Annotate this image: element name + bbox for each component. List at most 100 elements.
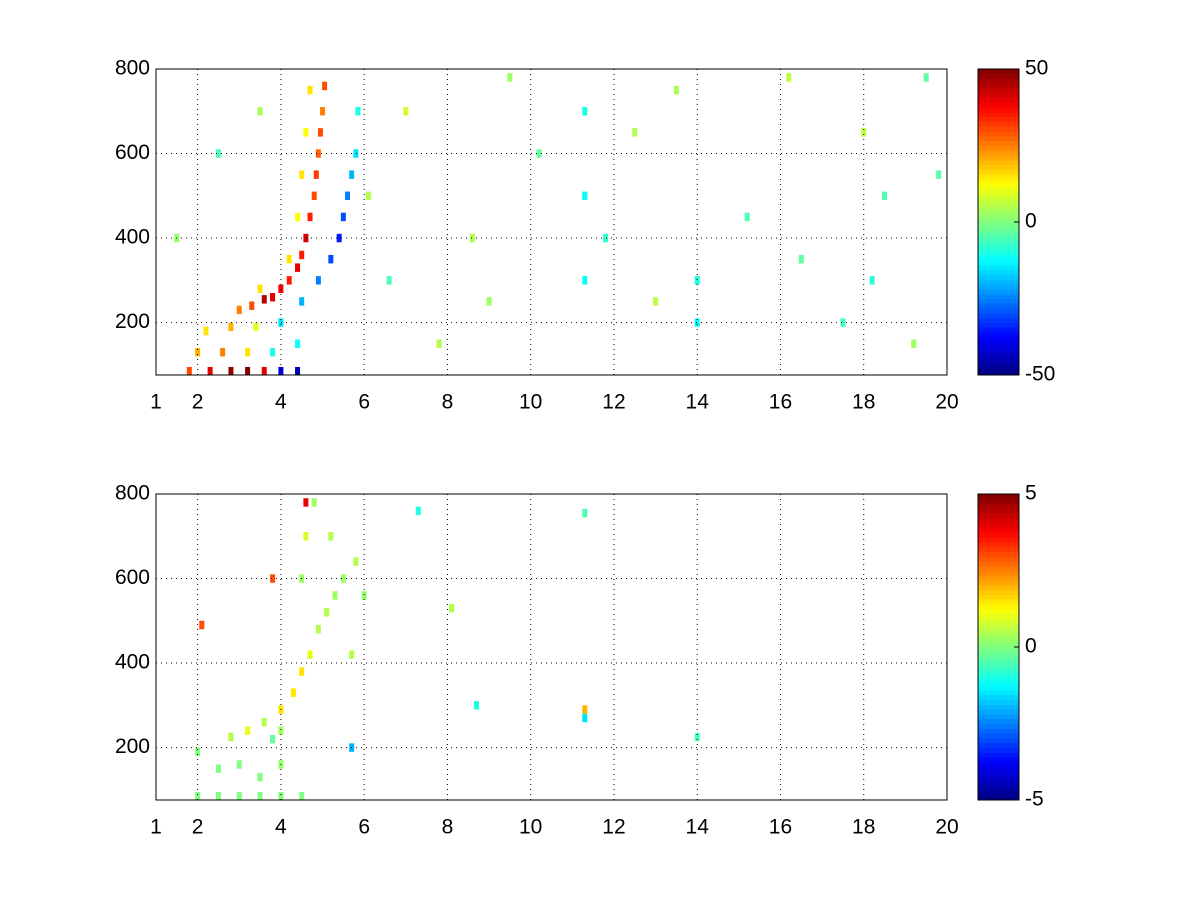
colorbar-step [978, 255, 1019, 261]
colorbar-step [978, 618, 1019, 624]
y-tick-label: 600 [115, 141, 150, 164]
y-tick-label: 800 [115, 482, 150, 505]
heat-cell [299, 667, 305, 676]
heat-cell [449, 603, 455, 613]
heat-cell [261, 718, 267, 727]
colorbar-step [978, 83, 1019, 89]
colorbar-step [978, 331, 1019, 338]
colorbar-step [978, 704, 1019, 710]
heat-cell [317, 128, 323, 137]
heat-cell [911, 339, 917, 348]
heat-cell [249, 301, 255, 310]
colorbar-step [978, 236, 1019, 242]
colorbar-step [978, 603, 1019, 610]
heat-cell [261, 295, 267, 304]
heat-cell [295, 212, 301, 222]
heat-cell [582, 107, 588, 116]
heat-cell [744, 212, 750, 222]
colorbar-step [978, 226, 1019, 233]
heat-cell [474, 701, 480, 710]
heat-cell [353, 149, 359, 158]
colorbar-step [978, 250, 1019, 256]
colorbar-step [978, 279, 1019, 285]
colorbar-step [978, 666, 1019, 672]
heat-cell [328, 254, 334, 264]
colorbar-step [978, 527, 1019, 533]
colorbar-step [978, 164, 1019, 170]
colorbar-step [978, 155, 1019, 161]
colorbar-step [978, 627, 1019, 634]
heat-cell [215, 149, 221, 158]
heat-cell [507, 73, 513, 82]
y-tick-label: 400 [115, 226, 150, 249]
colorbar-step [978, 222, 1019, 228]
x-tick-label: 2 [192, 816, 204, 839]
heat-cell [257, 284, 263, 294]
heat-cell [228, 322, 234, 332]
colorbar-step [978, 560, 1019, 567]
heat-cell [486, 297, 492, 306]
heat-cell [322, 81, 328, 91]
heat-cell [313, 170, 319, 179]
heat-cell [303, 128, 309, 137]
colorbar-step [978, 107, 1019, 113]
colorbar-step [978, 308, 1019, 314]
colorbar-step [978, 288, 1019, 295]
x-tick-label: 10 [519, 391, 542, 414]
x-tick-label: 16 [769, 391, 792, 414]
x-tick-label: 12 [602, 391, 625, 414]
heat-cell [355, 107, 361, 116]
colorbar-step [978, 565, 1019, 571]
x-tick-label: 20 [935, 816, 958, 839]
heat-cell [295, 339, 301, 348]
colorbar-step [978, 709, 1019, 715]
colorbar-step [978, 647, 1019, 653]
heat-cell [215, 764, 221, 773]
y-tick-label: 600 [115, 566, 150, 589]
colorbar-step [978, 360, 1019, 366]
colorbar-step [978, 608, 1019, 615]
heat-cell [923, 73, 929, 82]
heat-cell [245, 366, 251, 376]
colorbar-step [978, 575, 1019, 581]
colorbar-step [978, 178, 1019, 185]
heat-cell [290, 688, 296, 697]
colorbar-step [978, 231, 1019, 237]
heat-cell [203, 326, 209, 336]
colorbar-step [978, 121, 1019, 127]
colorbar-step [978, 503, 1019, 509]
colorbar-step [978, 73, 1019, 80]
colorbar-step [978, 513, 1019, 519]
colorbar-step [978, 551, 1019, 557]
heat-cell [673, 85, 679, 95]
heat-cell [228, 732, 234, 742]
heat-cell [278, 791, 284, 801]
colorbar-step [978, 174, 1019, 180]
heat-cell [299, 791, 305, 801]
colorbar-step [978, 351, 1019, 357]
colorbar-step [978, 713, 1019, 720]
colorbar-step [978, 723, 1019, 729]
colorbar-step [978, 355, 1019, 362]
colorbar-step [978, 546, 1019, 552]
colorbar-step [978, 135, 1019, 142]
heat-cell [582, 191, 588, 201]
heat-cell [311, 498, 317, 507]
colorbar-step [978, 699, 1019, 705]
colorbar-step [978, 728, 1019, 734]
heat-cell [861, 128, 867, 137]
colorbar-step [978, 370, 1019, 376]
colorbar-step [978, 780, 1019, 787]
colorbar-step [978, 327, 1019, 333]
colorbar-step [978, 140, 1019, 146]
heat-cell [340, 212, 346, 222]
colorbar-step [978, 217, 1019, 223]
colorbar-step [978, 336, 1019, 343]
heat-cell [307, 212, 313, 222]
colorbar-step [978, 766, 1019, 772]
heat-cell [582, 508, 588, 518]
x-tick-label: 14 [686, 391, 710, 414]
heat-cell [582, 276, 588, 285]
x-tick-label: 8 [442, 391, 454, 414]
x-tick-label: 18 [852, 391, 875, 414]
